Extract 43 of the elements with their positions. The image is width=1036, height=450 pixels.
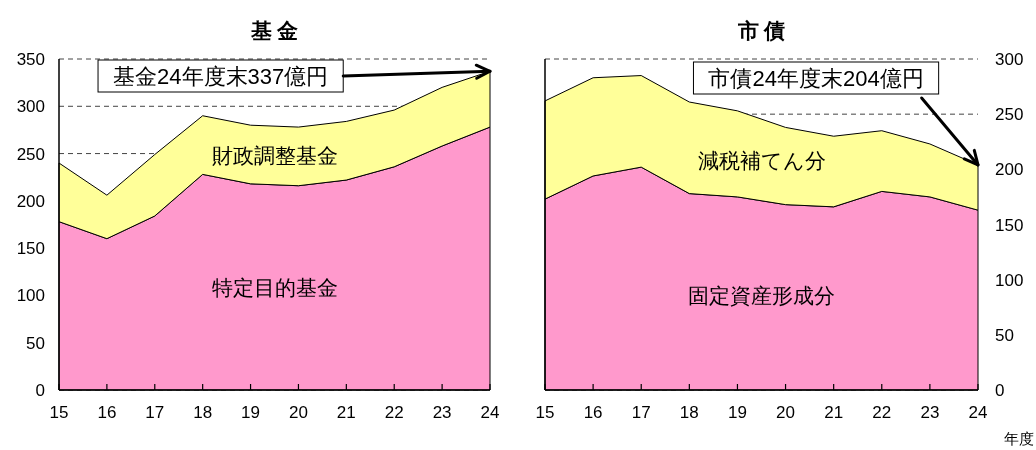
y-tick-label: 250 bbox=[16, 144, 45, 164]
x-tick-label: 15 bbox=[535, 403, 555, 422]
y-tick-label: 50 bbox=[995, 325, 1014, 345]
y-tick-label: 300 bbox=[995, 50, 1024, 69]
annotation: 基金24年度末337億円 bbox=[113, 64, 329, 89]
x-tick-label: 21 bbox=[336, 403, 356, 422]
y-tick-label: 0 bbox=[35, 381, 45, 400]
x-tick-label: 16 bbox=[583, 403, 603, 422]
x-tick-label: 17 bbox=[631, 403, 651, 422]
y-tick-label: 0 bbox=[995, 381, 1005, 400]
x-axis-title: 年度 bbox=[1004, 430, 1034, 447]
x-tick-label: 18 bbox=[193, 403, 213, 422]
x-tick-label: 20 bbox=[288, 403, 308, 422]
y-tick-label: 200 bbox=[16, 191, 45, 211]
x-tick-label: 19 bbox=[727, 403, 747, 422]
series-label: 減税補てん分 bbox=[697, 148, 826, 172]
y-tick-label: 150 bbox=[995, 215, 1024, 235]
y-tick-label: 300 bbox=[16, 97, 45, 117]
y-tick-label: 150 bbox=[16, 239, 45, 259]
y-tick-label: 100 bbox=[995, 270, 1024, 290]
x-tick-label: 17 bbox=[145, 403, 165, 422]
x-tick-label: 19 bbox=[241, 403, 261, 422]
x-tick-label: 22 bbox=[872, 403, 892, 422]
y-tick-label: 50 bbox=[26, 333, 45, 353]
x-tick-label: 23 bbox=[432, 403, 452, 422]
x-tick-label: 20 bbox=[776, 403, 796, 422]
chart-title: 基 金 bbox=[249, 19, 299, 42]
chart-title: 市 債 bbox=[736, 19, 786, 42]
x-tick-label: 24 bbox=[480, 403, 500, 422]
x-tick-label: 21 bbox=[824, 403, 844, 422]
x-tick-label: 15 bbox=[49, 403, 69, 422]
x-tick-label: 23 bbox=[920, 403, 940, 422]
y-tick-label: 200 bbox=[995, 160, 1024, 180]
series-label: 財政調整基金 bbox=[211, 144, 338, 168]
x-tick-label: 16 bbox=[97, 403, 117, 422]
y-tick-label: 250 bbox=[995, 105, 1024, 125]
y-tick-label: 350 bbox=[16, 50, 45, 69]
x-tick-label: 24 bbox=[968, 403, 988, 422]
series-label: 特定目的基金 bbox=[211, 276, 338, 300]
y-tick-label: 100 bbox=[16, 286, 45, 306]
x-tick-label: 18 bbox=[679, 403, 699, 422]
annotation: 市債24年度末204億円 bbox=[708, 66, 924, 91]
x-tick-label: 22 bbox=[384, 403, 404, 422]
